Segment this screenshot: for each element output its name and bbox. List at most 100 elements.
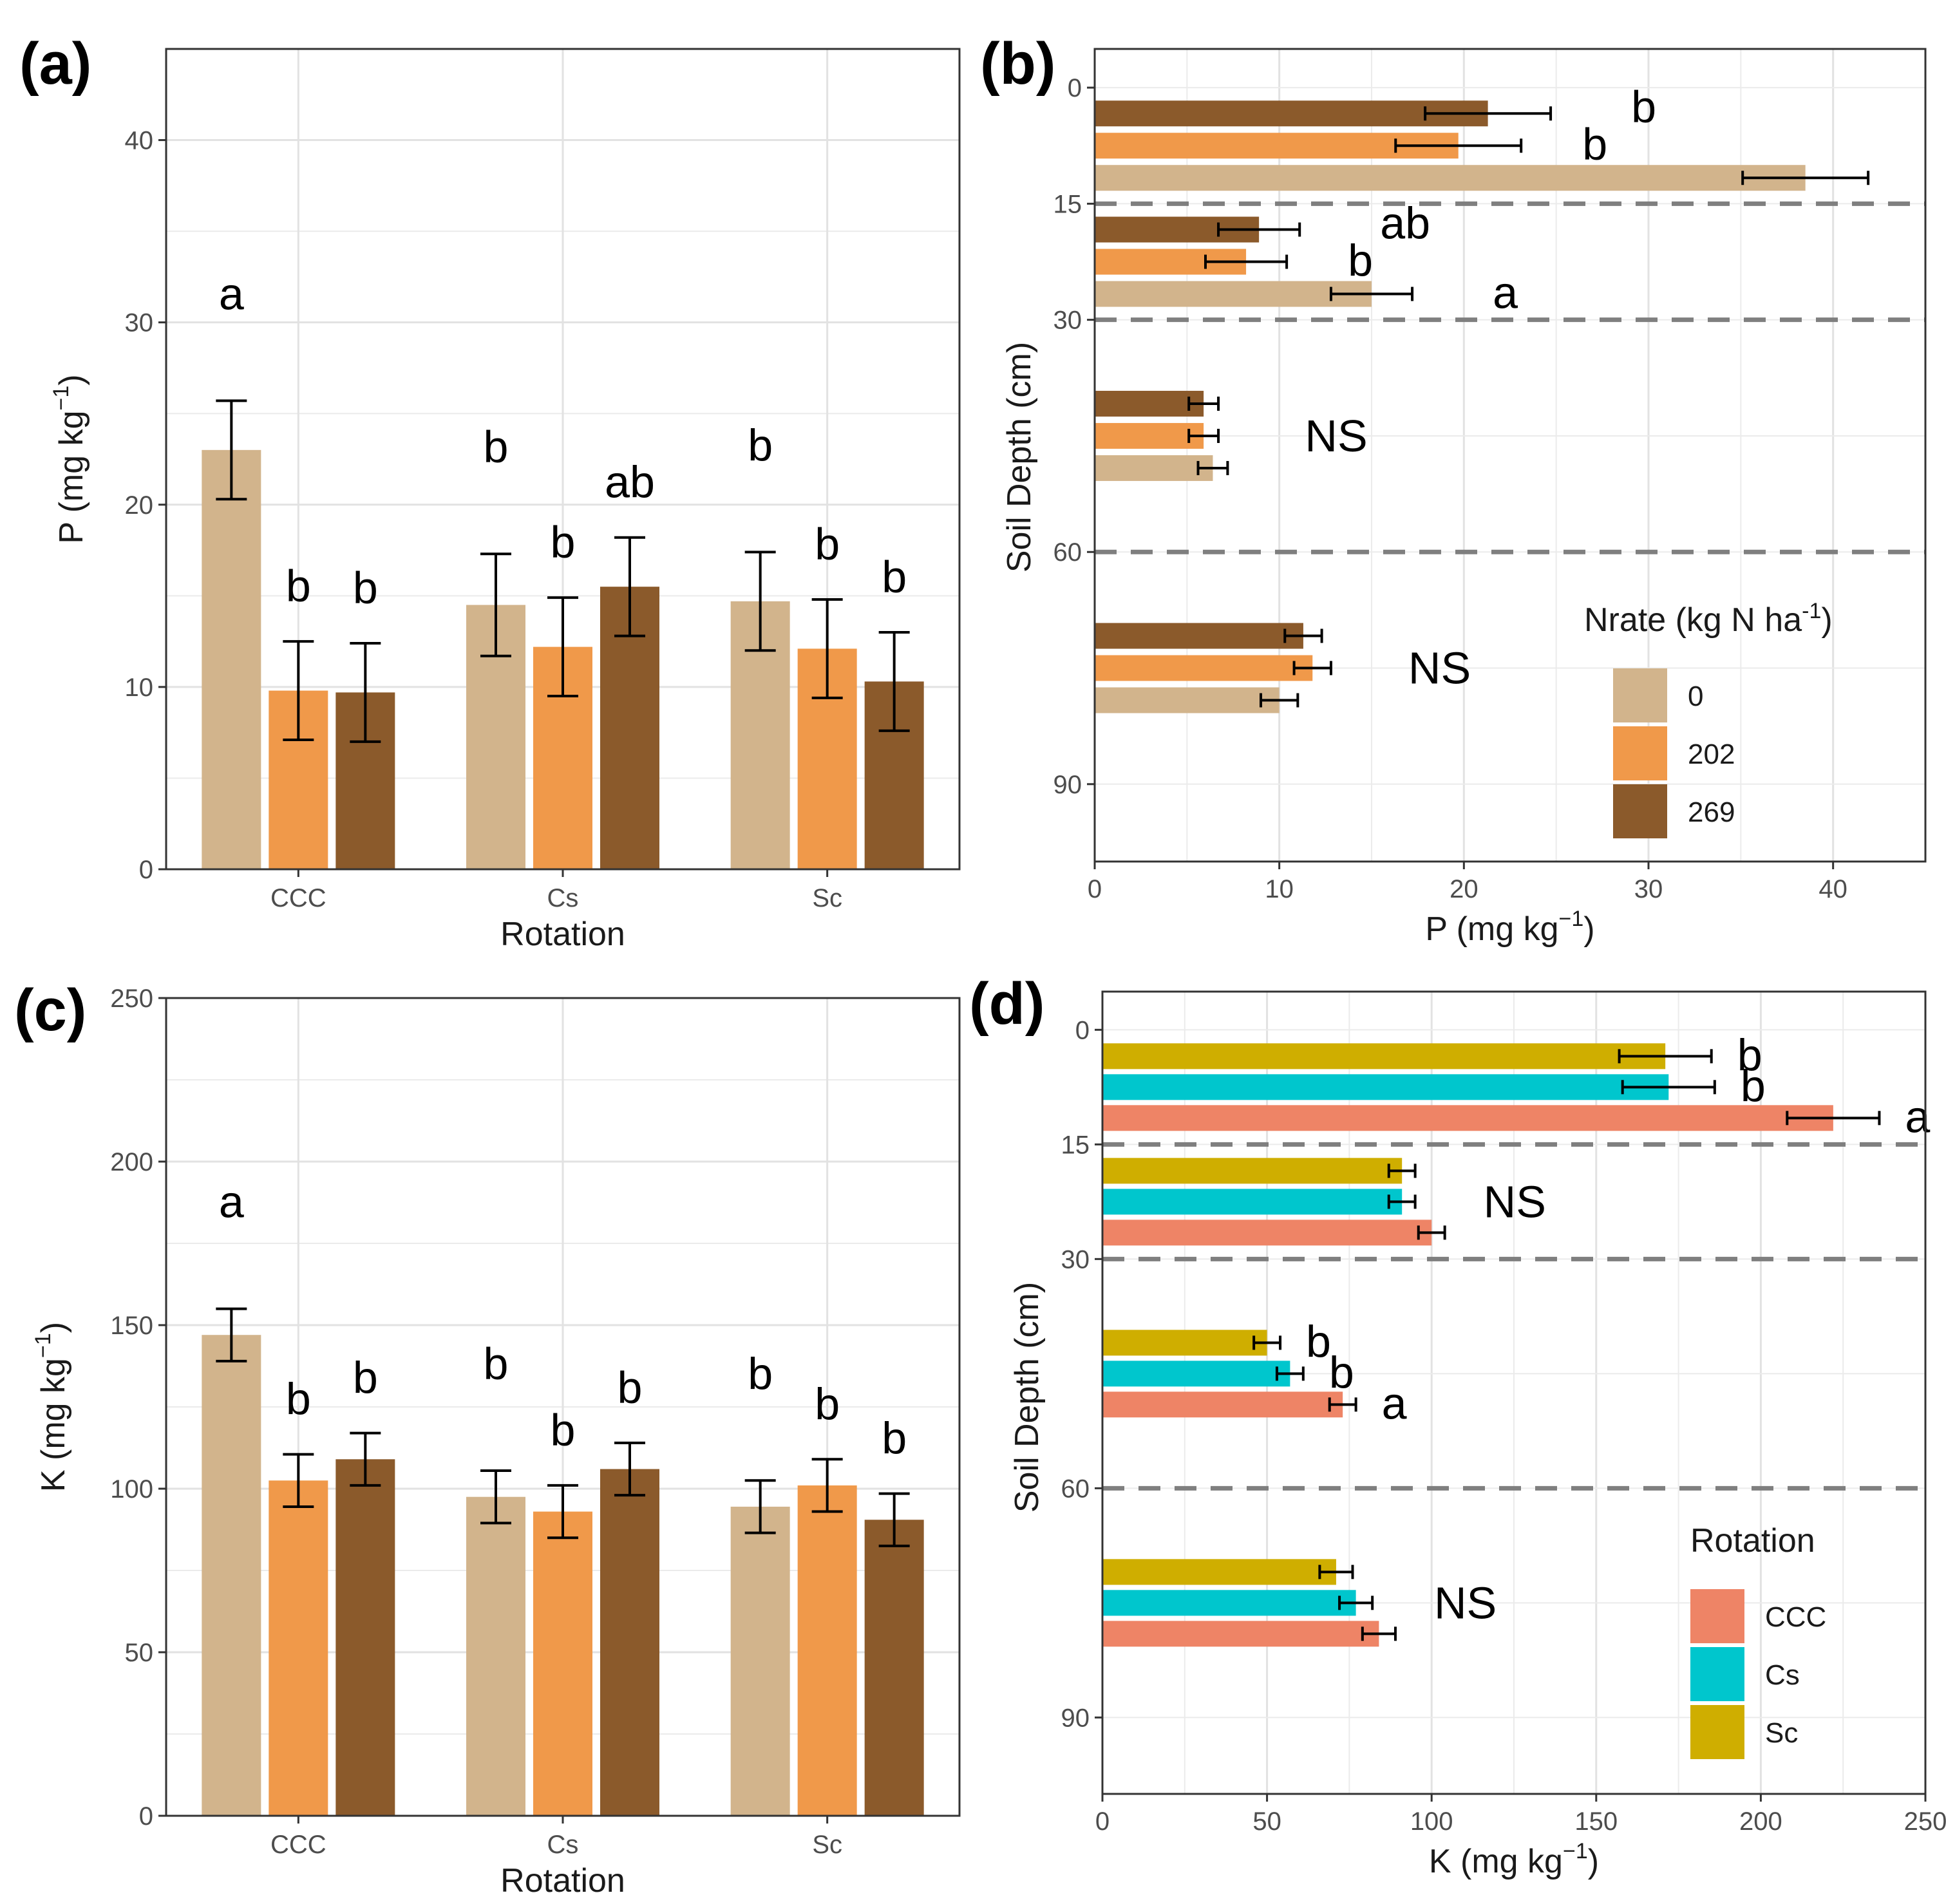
error-bar <box>1786 1111 1881 1126</box>
legend-label: 202 <box>1688 739 1735 770</box>
significance-letter: b <box>286 1374 311 1424</box>
y-axis-title-close: ) <box>53 374 90 385</box>
error-bar <box>1328 1397 1357 1412</box>
significance-letter: b <box>1737 1030 1762 1080</box>
error-bar <box>1204 254 1289 269</box>
x-tick-label: CCC <box>270 884 326 912</box>
error-bar <box>811 1458 843 1513</box>
significance-letter: b <box>882 552 907 602</box>
significance-letter: ab <box>605 457 655 507</box>
legend-label: 0 <box>1688 681 1703 712</box>
bar-depth2-0 <box>1095 455 1213 481</box>
y-tick-label: 250 <box>110 985 153 1013</box>
significance-letter: b <box>815 1379 840 1429</box>
ns-label: NS <box>1484 1176 1546 1227</box>
x-axis-title-base: K (mg kg <box>1429 1843 1563 1880</box>
x-axis-title: P (mg kg−1) <box>1425 907 1594 948</box>
panel-label: (c) <box>14 977 86 1043</box>
x-tick-label: Sc <box>812 1831 842 1859</box>
legend-title: Rotation <box>1690 1522 1815 1560</box>
y-axis-title: K (mg kg−1) <box>31 1322 72 1492</box>
y-tick-label: 100 <box>110 1475 153 1503</box>
significance-letter: a <box>1493 268 1518 318</box>
bar-depth1-Sc <box>1102 1158 1403 1184</box>
y-tick-label: 30 <box>1053 306 1082 335</box>
x-tick-label: 200 <box>1739 1807 1782 1836</box>
error-bar <box>283 1453 314 1508</box>
bar-CCC-n269 <box>335 1459 395 1816</box>
significance-letter: b <box>1631 82 1656 132</box>
panel-label: (a) <box>19 31 91 97</box>
significance-letter: b <box>748 1348 773 1399</box>
x-tick-label: 10 <box>1265 875 1294 903</box>
ns-label: NS <box>1434 1578 1497 1628</box>
bar-Cs-n202 <box>533 1511 592 1816</box>
x-axis-title: K (mg kg−1) <box>1429 1839 1599 1880</box>
y-tick-label: 15 <box>1053 190 1082 218</box>
x-axis-title: Rotation <box>500 916 625 953</box>
legend-key-Sc <box>1690 1705 1744 1759</box>
error-bar <box>1217 222 1301 237</box>
significance-letter: b <box>882 1413 907 1464</box>
significance-letter: a <box>219 1177 244 1227</box>
x-tick-label: 100 <box>1410 1807 1453 1836</box>
bar-depth2-CCC <box>1102 1391 1343 1418</box>
legend-key-269 <box>1613 784 1667 838</box>
y-axis-title: P (mg kg−1) <box>49 374 90 543</box>
y-tick-label: 60 <box>1061 1475 1090 1503</box>
significance-letter: b <box>353 1353 378 1403</box>
bar-depth3-0 <box>1095 687 1280 713</box>
significance-letter: b <box>1348 236 1373 286</box>
x-tick-label: 0 <box>1095 1807 1110 1836</box>
y-tick-label: 30 <box>125 309 154 337</box>
error-bar <box>1618 1049 1713 1064</box>
error-bar <box>350 641 381 743</box>
bar-depth0-269 <box>1095 100 1488 127</box>
significance-letter: b <box>1306 1316 1331 1366</box>
x-axis-title-sup: −1 <box>1559 907 1584 931</box>
error-bar <box>1275 1366 1305 1381</box>
error-bar <box>1252 1335 1282 1350</box>
bar-CCC-n0 <box>202 449 261 869</box>
x-axis-title-close: ) <box>1588 1843 1599 1880</box>
x-tick-label: Cs <box>547 884 579 912</box>
bar-depth0-CCC <box>1102 1105 1833 1131</box>
significance-letter: b <box>1741 1060 1766 1111</box>
error-bar <box>744 551 776 652</box>
y-tick-label: 30 <box>1061 1245 1090 1274</box>
error-bar <box>1361 1626 1397 1641</box>
legend-title-base: Rotation <box>1690 1522 1815 1560</box>
bar-depth0-Cs <box>1102 1074 1669 1100</box>
legend-title: Nrate (kg N ha-1) <box>1584 599 1833 639</box>
error-bar <box>1260 693 1299 708</box>
x-tick-label: 40 <box>1818 875 1847 903</box>
x-tick-label: 50 <box>1252 1807 1281 1836</box>
x-axis-title: Rotation <box>500 1862 625 1899</box>
y-tick-label: 0 <box>1075 1016 1090 1044</box>
legend-label: 269 <box>1688 796 1735 828</box>
legend-title-sup: -1 <box>1802 599 1821 623</box>
legend: Rotation CCC Cs Sc <box>1690 1522 1826 1759</box>
y-tick-label: 20 <box>125 491 154 520</box>
error-bar <box>1338 1596 1374 1610</box>
legend-label: Cs <box>1765 1659 1800 1691</box>
x-tick-label: 250 <box>1904 1807 1946 1836</box>
error-bar <box>547 596 578 698</box>
significance-letter: b <box>748 420 773 470</box>
y-tick-label: 150 <box>110 1312 153 1340</box>
error-bar <box>1187 428 1220 443</box>
error-bar <box>547 1484 578 1540</box>
y-tick-label: 90 <box>1053 771 1082 799</box>
x-tick-label: 0 <box>1088 875 1102 903</box>
y-tick-label: 200 <box>110 1148 153 1176</box>
bar-CCC-n202 <box>269 1480 328 1816</box>
bar-Cs-n0 <box>466 1496 525 1816</box>
legend-key-0 <box>1613 668 1667 722</box>
significance-letter: ab <box>1380 198 1430 249</box>
bar-CCC-n0 <box>202 1335 261 1816</box>
panel-label: (d) <box>969 971 1044 1037</box>
significance-letter: b <box>1582 119 1607 169</box>
significance-letter: a <box>1382 1378 1407 1428</box>
panel-label: (b) <box>980 31 1055 97</box>
